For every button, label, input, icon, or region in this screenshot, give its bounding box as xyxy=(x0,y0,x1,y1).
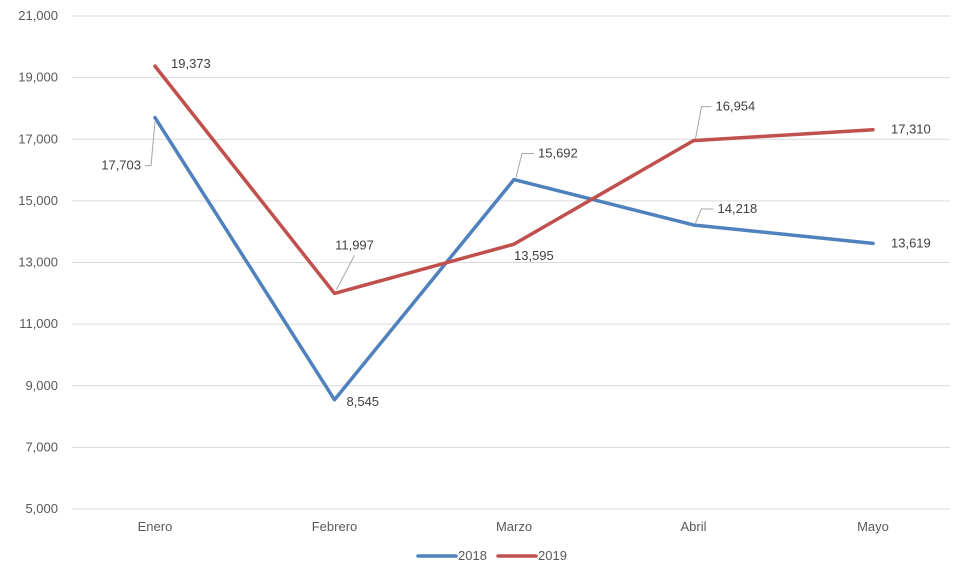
y-tick-label: 9,000 xyxy=(25,378,58,393)
label-leader-line xyxy=(515,153,534,178)
data-label-2019: 17,310 xyxy=(891,122,931,137)
y-tick-label: 21,000 xyxy=(18,8,58,23)
series-line-2019 xyxy=(153,64,875,296)
x-tick-label: Abril xyxy=(680,519,706,534)
data-label-2019: 16,954 xyxy=(716,99,756,114)
data-label-2018: 14,218 xyxy=(718,201,758,216)
series-line-2018 xyxy=(153,115,875,402)
y-tick-label: 13,000 xyxy=(18,255,58,270)
x-axis-ticks: Enero Febrero Marzo Abril Mayo xyxy=(138,519,889,534)
y-tick-label: 15,000 xyxy=(18,193,58,208)
label-leader-line xyxy=(336,255,355,290)
x-tick-label: Marzo xyxy=(496,519,532,534)
legend: 2018 2019 xyxy=(416,548,567,563)
x-tick-label: Febrero xyxy=(312,519,358,534)
data-label-2018: 17,703 xyxy=(101,158,141,173)
data-label-2018: 8,545 xyxy=(347,394,380,409)
gridlines xyxy=(72,15,950,510)
x-tick-label: Enero xyxy=(138,519,173,534)
y-tick-label: 17,000 xyxy=(18,131,58,146)
data-labels: 17,703 8,545 15,692 14,218 13,619 19,373 11,99… xyxy=(101,56,931,409)
label-leader-line xyxy=(695,208,714,224)
y-tick-label: 7,000 xyxy=(25,439,58,454)
data-label-2018: 13,619 xyxy=(891,235,931,250)
data-label-2019: 19,373 xyxy=(171,56,211,71)
series-lines xyxy=(153,64,875,402)
legend-label-2018: 2018 xyxy=(458,548,487,563)
data-label-2018: 15,692 xyxy=(538,146,578,161)
y-tick-label: 19,000 xyxy=(18,70,58,85)
x-tick-label: Mayo xyxy=(857,519,889,534)
label-leader-line xyxy=(145,121,156,167)
data-label-2019: 11,997 xyxy=(335,237,374,252)
legend-label-2019: 2019 xyxy=(538,548,567,563)
y-tick-label: 5,000 xyxy=(25,501,58,516)
label-leader-line xyxy=(695,106,712,139)
label-leaders xyxy=(145,106,714,290)
y-axis-ticks: 5,000 7,000 9,000 11,000 13,000 15,000 17,000 1… xyxy=(18,8,58,516)
data-label-2019: 13,595 xyxy=(514,248,554,263)
y-tick-label: 11,000 xyxy=(19,316,58,331)
